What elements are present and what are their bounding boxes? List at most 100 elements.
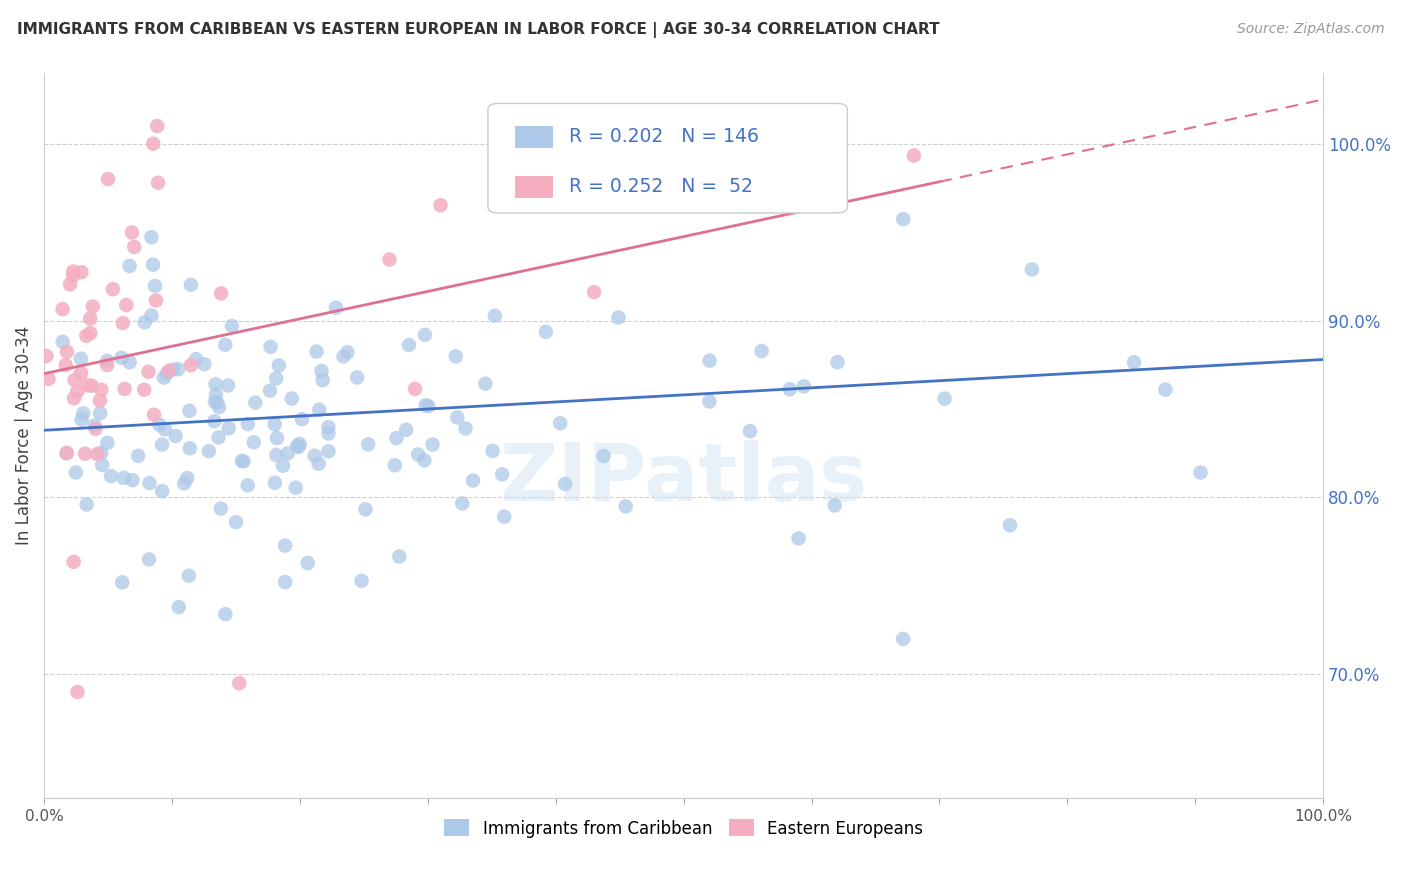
Point — [779, 382, 801, 396]
Point — [267, 359, 290, 373]
Point — [787, 532, 810, 546]
Point — [404, 382, 426, 396]
Text: R = 0.202   N = 146: R = 0.202 N = 146 — [568, 128, 758, 146]
Point — [142, 258, 165, 272]
Point — [52, 334, 75, 349]
Point — [413, 327, 436, 342]
Point — [245, 395, 267, 409]
Point — [145, 293, 167, 308]
Point — [134, 315, 156, 329]
Point — [288, 437, 311, 451]
Point — [264, 371, 287, 385]
Point — [274, 575, 297, 590]
Point — [221, 319, 243, 334]
Point — [903, 148, 925, 162]
Point — [378, 252, 401, 267]
Point — [266, 431, 288, 445]
Point — [205, 395, 228, 409]
Point — [225, 515, 247, 529]
Point — [214, 338, 236, 352]
Point — [141, 309, 163, 323]
Point — [72, 406, 94, 420]
FancyBboxPatch shape — [515, 126, 553, 148]
Point — [444, 350, 467, 364]
Point — [554, 477, 576, 491]
Point — [90, 383, 112, 397]
Point — [494, 509, 516, 524]
Point — [114, 382, 136, 396]
Point — [66, 384, 89, 399]
Point — [70, 366, 93, 380]
Point — [325, 301, 347, 315]
Point — [406, 448, 429, 462]
Point — [141, 230, 163, 244]
Text: R = 0.252   N =  52: R = 0.252 N = 52 — [568, 178, 752, 196]
Point — [180, 277, 202, 292]
Point — [90, 446, 112, 460]
Point — [332, 350, 354, 364]
Point — [207, 430, 229, 444]
Point — [193, 357, 215, 371]
Point — [97, 172, 120, 186]
Point — [65, 466, 87, 480]
Point — [62, 268, 84, 283]
Point — [259, 340, 281, 354]
Point — [236, 417, 259, 431]
FancyBboxPatch shape — [488, 103, 848, 213]
Point — [481, 444, 503, 458]
Point — [56, 344, 79, 359]
Point — [548, 416, 571, 430]
Point — [165, 429, 187, 443]
Y-axis label: In Labor Force | Age 30-34: In Labor Force | Age 30-34 — [15, 326, 32, 545]
Point — [162, 362, 184, 376]
Point — [395, 423, 418, 437]
Point — [115, 298, 138, 312]
Point — [179, 404, 201, 418]
Point — [146, 176, 169, 190]
Point — [280, 392, 302, 406]
Point — [75, 328, 97, 343]
Point — [607, 310, 630, 325]
Point — [112, 471, 135, 485]
Point — [79, 311, 101, 326]
Point — [284, 481, 307, 495]
Point — [1154, 383, 1177, 397]
Point — [308, 402, 330, 417]
Point — [38, 372, 60, 386]
Point — [56, 446, 79, 460]
Point — [127, 449, 149, 463]
Point — [308, 457, 330, 471]
Point — [242, 435, 264, 450]
Point — [208, 400, 231, 414]
Point — [451, 496, 474, 510]
Point — [55, 358, 77, 372]
Point — [415, 398, 437, 412]
Point — [1189, 466, 1212, 480]
Point — [217, 378, 239, 392]
Point — [143, 279, 166, 293]
Point — [534, 325, 557, 339]
Point — [291, 412, 314, 426]
Point — [82, 300, 104, 314]
Point — [204, 414, 226, 428]
Point — [111, 575, 134, 590]
Point — [263, 475, 285, 490]
Point — [76, 378, 98, 392]
Point — [346, 370, 368, 384]
Point — [209, 501, 232, 516]
Point — [157, 364, 180, 378]
Point — [153, 370, 176, 384]
Point — [236, 478, 259, 492]
Point — [998, 518, 1021, 533]
Point — [218, 421, 240, 435]
Point — [96, 435, 118, 450]
Point — [228, 676, 250, 690]
Point — [70, 351, 93, 366]
Point — [474, 376, 496, 391]
Point — [388, 549, 411, 564]
Point — [70, 265, 93, 279]
Point — [259, 384, 281, 398]
Point — [647, 155, 669, 169]
Point — [122, 240, 145, 254]
Point — [148, 417, 170, 432]
